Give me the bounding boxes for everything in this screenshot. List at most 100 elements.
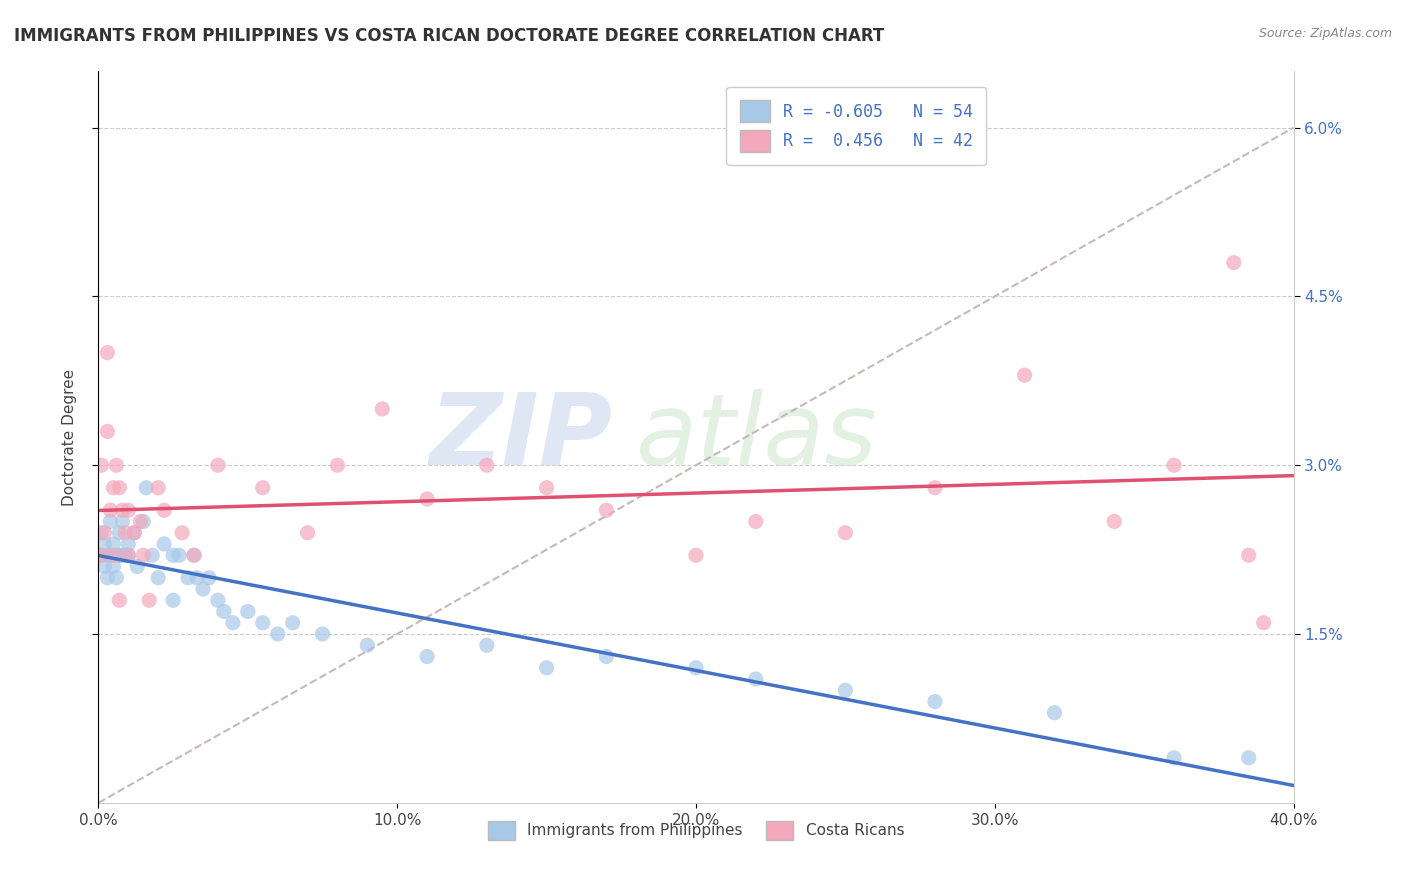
Point [252, 481, 274, 495]
Point [924, 694, 946, 708]
Point [108, 481, 131, 495]
Point [172, 525, 194, 540]
Point [129, 515, 152, 529]
Point [124, 525, 146, 540]
Legend: Immigrants from Philippines, Costa Ricans: Immigrants from Philippines, Costa Rican… [482, 814, 910, 847]
Point [98, 503, 122, 517]
Point [326, 458, 349, 473]
Point [1223, 255, 1246, 269]
Point [416, 491, 439, 506]
Point [685, 548, 707, 562]
Point [536, 481, 558, 495]
Point [103, 559, 125, 574]
Text: IMMIGRANTS FROM PHILIPPINES VS COSTA RICAN DOCTORATE DEGREE CORRELATION CHART: IMMIGRANTS FROM PHILIPPINES VS COSTA RIC… [14, 27, 884, 45]
Point [281, 615, 304, 630]
Point [111, 548, 134, 562]
Point [834, 525, 856, 540]
Point [96, 548, 118, 562]
Point [536, 661, 558, 675]
Point [127, 559, 149, 574]
Point [177, 571, 200, 585]
Point [595, 649, 617, 664]
Point [198, 571, 221, 585]
Point [267, 627, 290, 641]
Point [96, 571, 118, 585]
Point [132, 515, 155, 529]
Point [103, 481, 125, 495]
Point [108, 548, 131, 562]
Text: ZIP: ZIP [429, 389, 613, 485]
Point [117, 503, 139, 517]
Point [138, 593, 160, 607]
Point [924, 481, 946, 495]
Point [153, 537, 176, 551]
Text: Source: ZipAtlas.com: Source: ZipAtlas.com [1258, 27, 1392, 40]
Point [105, 571, 128, 585]
Point [135, 481, 157, 495]
Point [207, 593, 229, 607]
Point [132, 548, 155, 562]
Point [148, 481, 170, 495]
Point [93, 525, 115, 540]
Point [124, 525, 146, 540]
Point [191, 582, 214, 596]
Point [183, 548, 205, 562]
Point [207, 458, 229, 473]
Point [595, 503, 617, 517]
Point [745, 672, 768, 686]
Point [96, 425, 118, 439]
Point [1014, 368, 1036, 383]
Point [1104, 515, 1126, 529]
Point [141, 548, 163, 562]
Point [745, 515, 768, 529]
Point [212, 605, 235, 619]
Point [111, 515, 134, 529]
Point [252, 615, 274, 630]
Point [114, 525, 136, 540]
Point [1253, 615, 1275, 630]
Point [1163, 458, 1185, 473]
Point [685, 661, 707, 675]
Point [834, 683, 856, 698]
Point [103, 537, 125, 551]
Text: atlas: atlas [637, 389, 877, 485]
Point [297, 525, 319, 540]
Point [1237, 548, 1260, 562]
Point [311, 627, 333, 641]
Point [90, 548, 112, 562]
Point [105, 458, 128, 473]
Point [96, 345, 118, 359]
Point [117, 548, 139, 562]
Point [90, 548, 112, 562]
Point [356, 638, 378, 652]
Point [90, 525, 112, 540]
Point [108, 525, 131, 540]
Point [105, 548, 128, 562]
Point [103, 548, 125, 562]
Point [416, 649, 439, 664]
Point [117, 548, 139, 562]
Point [1163, 751, 1185, 765]
Point [162, 548, 184, 562]
Point [475, 458, 498, 473]
Point [371, 401, 394, 416]
Point [1043, 706, 1066, 720]
Point [222, 615, 245, 630]
Point [90, 458, 112, 473]
Point [98, 548, 122, 562]
Point [148, 571, 170, 585]
Point [153, 503, 176, 517]
Point [98, 515, 122, 529]
Point [167, 548, 190, 562]
Point [93, 559, 115, 574]
Point [186, 571, 208, 585]
Point [236, 605, 259, 619]
Point [183, 548, 205, 562]
Point [114, 548, 136, 562]
Point [117, 537, 139, 551]
Point [111, 503, 134, 517]
Point [93, 537, 115, 551]
Point [475, 638, 498, 652]
Point [162, 593, 184, 607]
Point [108, 593, 131, 607]
